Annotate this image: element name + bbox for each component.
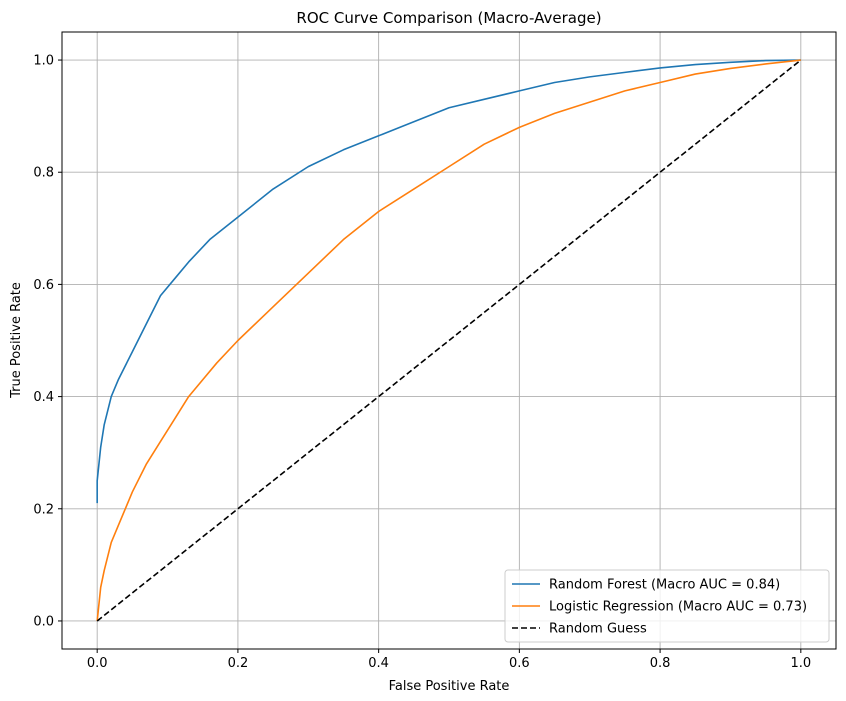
y-tick-label: 0.2 (33, 502, 54, 517)
y-tick-label: 0.8 (33, 166, 54, 181)
y-axis-label: True Positive Rate (9, 282, 24, 399)
plot-frame (61, 31, 837, 650)
series-line-0 (96, 59, 801, 504)
series-line-2 (96, 59, 802, 622)
x-axis-label: False Positive Rate (389, 679, 510, 694)
legend-label-2: Random Guess (549, 622, 647, 637)
x-tick-label: 1.0 (790, 656, 811, 671)
legend-label-0: Random Forest (Macro AUC = 0.84) (549, 578, 780, 593)
series-line-1 (96, 59, 801, 622)
x-tick-label: 0.8 (650, 656, 671, 671)
series-lines (96, 59, 802, 622)
y-tick-label: 0.6 (33, 278, 54, 293)
axis-ticks: 0.0 0.2 0.4 0.6 0.8 1.0 0.0 0.2 0.4 0.6 0.8 1.0 (33, 54, 811, 671)
legend: Random Forest (Macro AUC = 0.84) Logistic… (504, 569, 830, 643)
legend-box (504, 569, 830, 643)
chart-title: ROC Curve Comparison (Macro-Average) (296, 9, 601, 27)
y-tick-label: 0.0 (33, 614, 54, 629)
y-tick-label: 1.0 (33, 54, 54, 69)
x-tick-label: 0.0 (87, 656, 108, 671)
x-tick-label: 0.6 (509, 656, 530, 671)
x-tick-label: 0.4 (368, 656, 389, 671)
x-tick-label: 0.2 (228, 656, 249, 671)
legend-label-1: Logistic Regression (Macro AUC = 0.73) (549, 600, 807, 615)
y-tick-label: 0.4 (33, 390, 54, 405)
